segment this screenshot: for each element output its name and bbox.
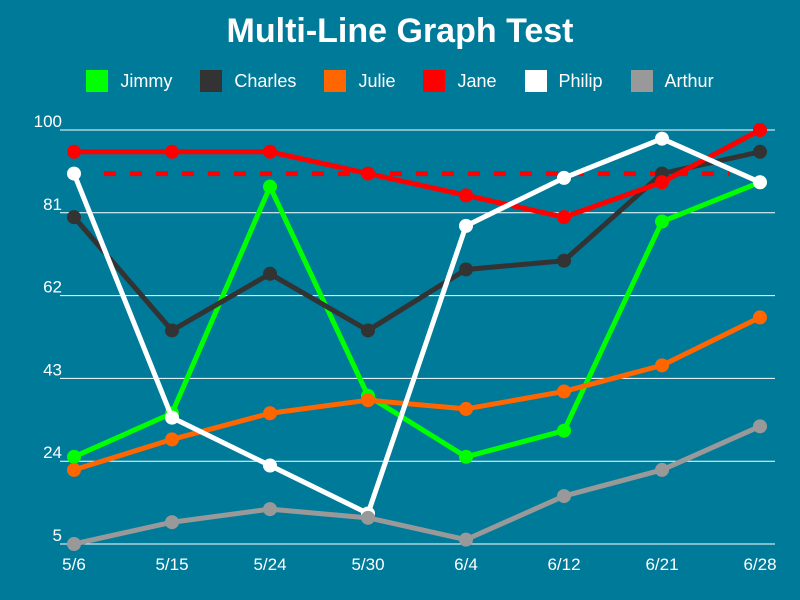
data-point: [67, 462, 81, 477]
data-point: [165, 144, 179, 159]
data-point: [557, 170, 571, 185]
data-point: [263, 458, 277, 473]
data-point: [655, 175, 669, 190]
data-point: [263, 144, 277, 159]
legend-swatch: [524, 70, 547, 92]
data-point: [753, 123, 767, 137]
data-point: [263, 502, 277, 517]
legend-label: Charles: [234, 70, 297, 91]
legend-item: Julie: [324, 70, 395, 92]
legend-item: Jimmy: [86, 70, 172, 92]
legend: Jimmy Charles Julie Jane Philip Arthur: [0, 70, 800, 92]
series-line: [71, 136, 763, 516]
data-point: [459, 401, 473, 416]
data-point: [165, 432, 179, 447]
data-point: [459, 449, 473, 464]
data-point: [67, 537, 81, 551]
series-group: [67, 419, 767, 551]
y-tick-label: 62: [43, 278, 62, 297]
data-point: [459, 218, 473, 233]
legend-item: Philip: [524, 70, 603, 92]
data-point: [557, 489, 571, 504]
data-point: [165, 323, 179, 338]
x-tick-label: 6/21: [645, 555, 678, 574]
y-tick-label: 100: [34, 112, 62, 131]
data-point: [459, 532, 473, 547]
data-point: [67, 210, 81, 225]
data-point: [557, 423, 571, 438]
y-tick-label: 24: [43, 443, 62, 462]
x-tick-label: 6/28: [743, 555, 776, 574]
series-line: [71, 423, 763, 547]
x-tick-label: 6/12: [547, 555, 580, 574]
data-point: [67, 166, 81, 181]
data-point: [361, 166, 375, 181]
legend-swatch: [324, 70, 347, 92]
data-point: [655, 358, 669, 373]
data-point: [557, 210, 571, 225]
series-line: [71, 179, 763, 460]
data-point: [753, 144, 767, 159]
x-tick-label: 5/24: [253, 555, 286, 574]
data-point: [67, 144, 81, 159]
data-point: [557, 253, 571, 268]
data-point: [459, 262, 473, 277]
series-group: [67, 123, 767, 225]
legend-item: Arthur: [630, 70, 714, 92]
data-point: [263, 406, 277, 421]
legend-item: Charles: [200, 70, 296, 92]
series-group: [67, 310, 767, 477]
legend-item: Jane: [423, 70, 497, 92]
data-point: [655, 131, 669, 146]
data-point: [361, 393, 375, 408]
legend-label: Jane: [457, 70, 497, 91]
data-point: [753, 310, 767, 325]
legend-label: Philip: [558, 70, 603, 91]
data-point: [753, 419, 767, 434]
legend-label: Julie: [358, 70, 396, 91]
data-point: [263, 179, 277, 194]
data-point: [361, 323, 375, 338]
legend-swatch: [86, 70, 109, 92]
x-tick-label: 5/6: [62, 555, 86, 574]
chart-title: Multi-Line Graph Test: [226, 12, 574, 50]
legend-label: Arthur: [664, 70, 714, 91]
legend-swatch: [200, 70, 223, 92]
series-group: [67, 175, 767, 464]
data-point: [67, 449, 81, 464]
x-tick-label: 5/30: [351, 555, 384, 574]
series-line: [71, 127, 763, 220]
legend-swatch: [423, 70, 446, 92]
data-point: [459, 188, 473, 203]
series-line: [71, 314, 763, 473]
x-tick-label: 6/4: [454, 555, 478, 574]
x-tick-label: 5/15: [155, 555, 188, 574]
y-tick-label: 81: [43, 195, 62, 214]
data-point: [655, 462, 669, 477]
data-point: [263, 266, 277, 281]
legend-label: Jimmy: [120, 70, 173, 91]
data-point: [753, 175, 767, 190]
y-tick-label: 5: [53, 526, 62, 545]
data-point: [165, 515, 179, 530]
legend-swatch: [630, 70, 653, 92]
data-point: [165, 410, 179, 425]
data-point: [655, 214, 669, 229]
data-point: [361, 510, 375, 525]
y-tick-label: 43: [43, 360, 62, 379]
data-point: [557, 384, 571, 399]
